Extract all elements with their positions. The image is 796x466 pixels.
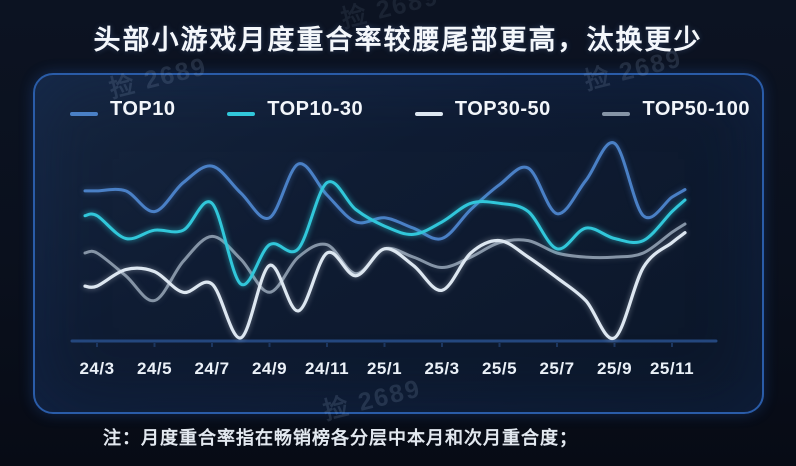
x-tick-label: 24/3 <box>79 359 115 378</box>
chart-legend: TOP10 TOP10-30 TOP30-50 TOP50-100 <box>70 96 750 130</box>
legend-swatch-icon <box>602 112 631 116</box>
legend-swatch-icon <box>227 112 256 116</box>
x-tick-label: 25/5 <box>481 359 518 378</box>
x-tick-label: 25/1 <box>366 359 403 378</box>
legend-swatch-icon <box>414 112 443 116</box>
x-axis-labels: 24/3 24/5 24/7 24/9 24/11 25/1 25/3 25/5 25/7 25/… <box>0 359 796 383</box>
x-tick-label: 25/9 <box>596 359 633 378</box>
x-tick-label: 24/5 <box>136 359 173 378</box>
line-top10 <box>83 141 687 241</box>
x-tick-label: 24/7 <box>194 359 230 378</box>
page-title: 头部小游戏月度重合率较腰尾部更高，汰换更少 <box>93 25 703 55</box>
legend-label: TOP30-50 <box>454 98 551 120</box>
x-tick-label: 25/3 <box>424 359 460 378</box>
line-top10-30 <box>83 180 687 287</box>
footnote: 注：月度重合率指在畅销榜各分层中本月和次月重合度； <box>103 428 578 448</box>
line-top30-50 <box>83 231 687 340</box>
x-tick-label: 25/11 <box>649 359 695 378</box>
x-tick-label: 24/9 <box>251 359 288 378</box>
legend-item-top50-100: TOP50-100 <box>602 96 750 122</box>
legend-swatch-icon <box>70 112 98 116</box>
legend-label: TOP10-30 <box>267 98 364 120</box>
legend-item-top10-30: TOP10-30 <box>227 96 363 122</box>
x-tick-label: 24/11 <box>304 359 350 378</box>
legend-label: TOP10 <box>110 98 176 120</box>
legend-item-top30-50: TOP30-50 <box>414 96 551 122</box>
legend-label: TOP50-100 <box>642 98 750 120</box>
chart-panel <box>33 73 764 414</box>
legend-item-top10: TOP10 <box>70 96 176 122</box>
x-tick-label: 25/7 <box>539 359 575 378</box>
